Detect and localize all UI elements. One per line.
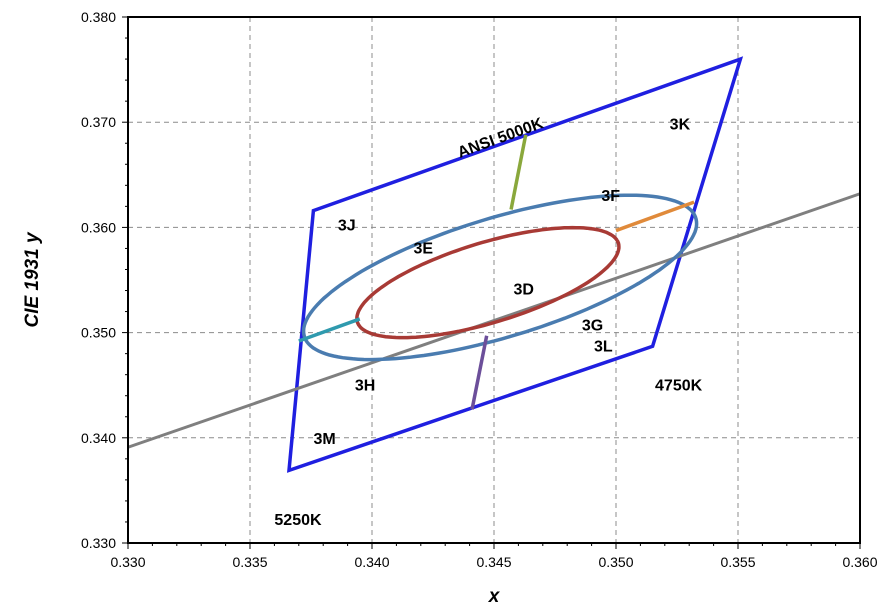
x-tick-label: 0.340	[354, 554, 389, 570]
region-label: 4750K	[655, 377, 703, 394]
x-tick-labels: 0.330 0.335 0.340 0.345 0.350 0.355 0.360	[110, 543, 878, 570]
x-axis-title: x	[488, 586, 501, 607]
region-label: 3L	[594, 339, 613, 356]
region-label: 3K	[670, 117, 691, 134]
segment-orange	[615, 200, 695, 233]
region-label: 3H	[355, 377, 375, 394]
y-tick-label: 0.330	[81, 535, 116, 551]
x-tick-label: 0.355	[720, 554, 755, 570]
y-tick-label: 0.340	[81, 430, 116, 446]
region-label: 3E	[413, 241, 433, 258]
y-tick-label: 0.350	[81, 325, 116, 341]
segment-green	[509, 134, 528, 210]
region-label: 3J	[338, 218, 356, 235]
x-tick-label: 0.345	[476, 554, 511, 570]
region-label: 3F	[601, 188, 620, 205]
plot-frame	[127, 16, 861, 544]
grid-lines	[128, 17, 860, 543]
x-tick-label: 0.360	[842, 554, 877, 570]
x-tick-label: 0.335	[232, 554, 267, 570]
x-tick-label: 0.330	[110, 554, 145, 570]
region-label: 3G	[582, 317, 603, 334]
planckian	[127, 192, 861, 449]
y-tick-labels: 0.330 0.340 0.350 0.360 0.370 0.380	[81, 9, 128, 551]
x-tick-label: 0.350	[598, 554, 633, 570]
y-axis-title: CIE 1931 y	[22, 231, 43, 327]
region-label: 3M	[313, 431, 335, 448]
series	[127, 56, 861, 473]
y-tick-label: 0.380	[81, 9, 116, 25]
inner-ellipse	[355, 225, 621, 340]
segment-teal	[298, 317, 361, 343]
y-tick-label: 0.370	[81, 114, 116, 130]
region-label: 5250K	[274, 512, 322, 529]
outer-ellipse	[301, 193, 699, 362]
y-tick-label: 0.360	[81, 219, 116, 235]
segment-purple	[470, 335, 489, 410]
region-label: 3D	[514, 282, 534, 299]
